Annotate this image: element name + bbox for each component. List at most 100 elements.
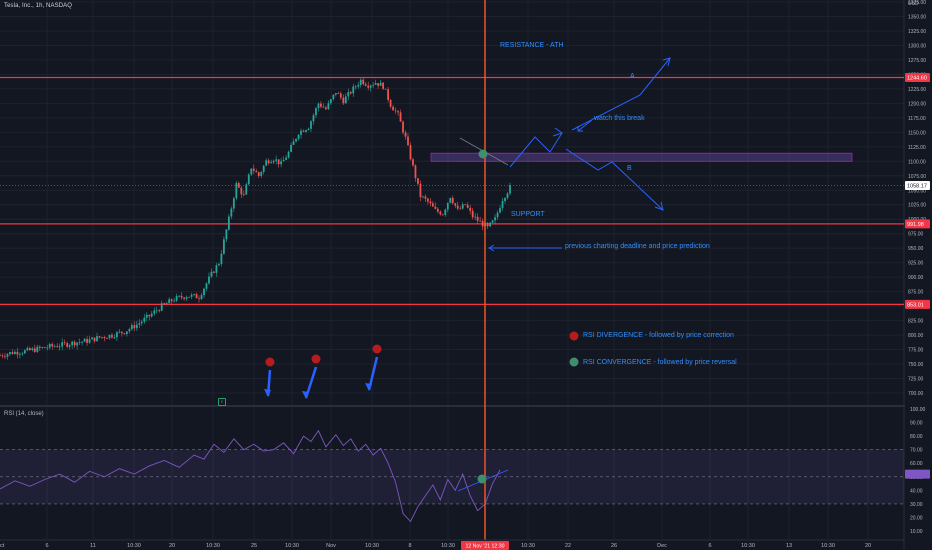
time-tick-label: 10:30 [441,543,455,549]
candle-body [509,185,511,194]
earnings-badge[interactable]: E [218,398,226,406]
rsi-tick-label: 60.00 [910,461,923,467]
candle-body [21,353,24,355]
candle-body [76,342,79,346]
candle-body [364,84,367,86]
current-time-marker [461,541,509,550]
candle-body [143,317,146,322]
horizontal-levels [0,76,904,305]
candle-body [429,201,432,204]
price-axis[interactable]: 1375.001350.001325.001300.001275.001250.… [905,0,932,550]
time-tick-label: 10:30 [741,543,755,549]
candle-body [188,296,190,298]
rsi-tick-label: 20.00 [910,515,923,521]
candle-body [414,165,417,179]
candle-body [446,202,449,210]
candle-body [315,108,317,116]
candle-body [165,303,168,304]
candle-body [399,112,402,122]
candle-body [262,165,265,173]
candle-body [409,145,412,160]
candle-body [88,339,91,343]
time-tick-label: 10:30 [821,543,835,549]
candle-body [193,294,195,295]
candle-body [384,88,387,90]
price-marker-label: 853.01 [907,302,924,308]
candle-body [489,222,491,227]
price-tick-label: 1075.00 [908,174,926,180]
candle-body [28,348,31,351]
candle-body [305,130,307,132]
candle-body [339,93,342,98]
candle-body [237,183,240,188]
candle-body [123,333,126,335]
candle-body [153,310,156,314]
candle-body [180,295,183,298]
candle-body [434,206,437,209]
time-tick-label: 10:30 [206,543,220,549]
candle-body [392,106,394,111]
candle-body [260,172,263,176]
candle-body [9,352,11,355]
divergence-arrowhead [365,383,372,391]
candle-body [362,79,365,85]
candle-body [14,351,16,354]
candle-body [158,310,161,312]
candle-body [325,107,327,110]
symbol-title: Tesla, Inc., 1h, NASDAQ [4,3,72,9]
candle-body [48,344,51,348]
candle-body [6,354,9,357]
candle-body [307,128,310,131]
candle-body [140,321,143,324]
candle-body [464,204,467,206]
price-tick-label: 1175.00 [908,116,926,122]
candle-body [310,121,312,129]
rsi-axis[interactable]: 100.0090.0080.0070.0060.0050.0040.0030.0… [905,407,930,535]
candle-body [145,314,148,318]
candle-body [245,184,248,195]
candle-body [178,295,181,297]
candle-body [287,151,290,158]
time-tick-label: 26 [611,543,617,549]
candle-body [73,341,76,346]
candle-body [377,83,380,86]
candle-body [394,110,397,112]
time-axis[interactable]: ct 6 11 10:30 20 10:30 25 10:30 Nov 10:30 8 10:30 10… [0,539,904,550]
candle-body [354,86,357,88]
candle-body [496,212,499,218]
rsi-indicator-label[interactable]: RSI (14, close) [4,411,44,417]
candle-body [51,344,54,347]
candle-body [257,172,260,176]
candle-body [106,338,108,339]
candle-body [427,198,429,202]
candle-body [454,203,457,206]
price-tick-label: 1275.00 [908,58,926,64]
time-tick-label: ct [0,543,5,549]
price-tick-label: 1125.00 [908,145,926,151]
time-tick-label: Nov [326,543,336,549]
candle-body [290,144,292,152]
candle-body [491,220,494,223]
candle-body [272,160,275,163]
candle-body [402,121,404,133]
legend-convergence-dot [569,357,579,367]
candle-body [270,162,273,164]
rsi-series [0,429,501,523]
candle-body [101,336,103,338]
candle-body [471,210,474,218]
candle-body [170,299,173,302]
time-tick-label: 10:30 [285,543,299,549]
candle-body [501,201,504,209]
candle-body [404,132,407,137]
path-b-line [565,148,664,211]
candle-body [183,297,185,299]
candle-body [198,298,200,300]
candle-body [203,288,205,296]
rsi-divergence-label: RSI DIVERGENCE - followed by price corre… [583,332,734,339]
candle-body [459,208,462,210]
candle-body [419,183,422,198]
price-tick-label: 1100.00 [908,159,926,165]
price-marker [905,219,930,229]
candle-body [111,334,113,338]
